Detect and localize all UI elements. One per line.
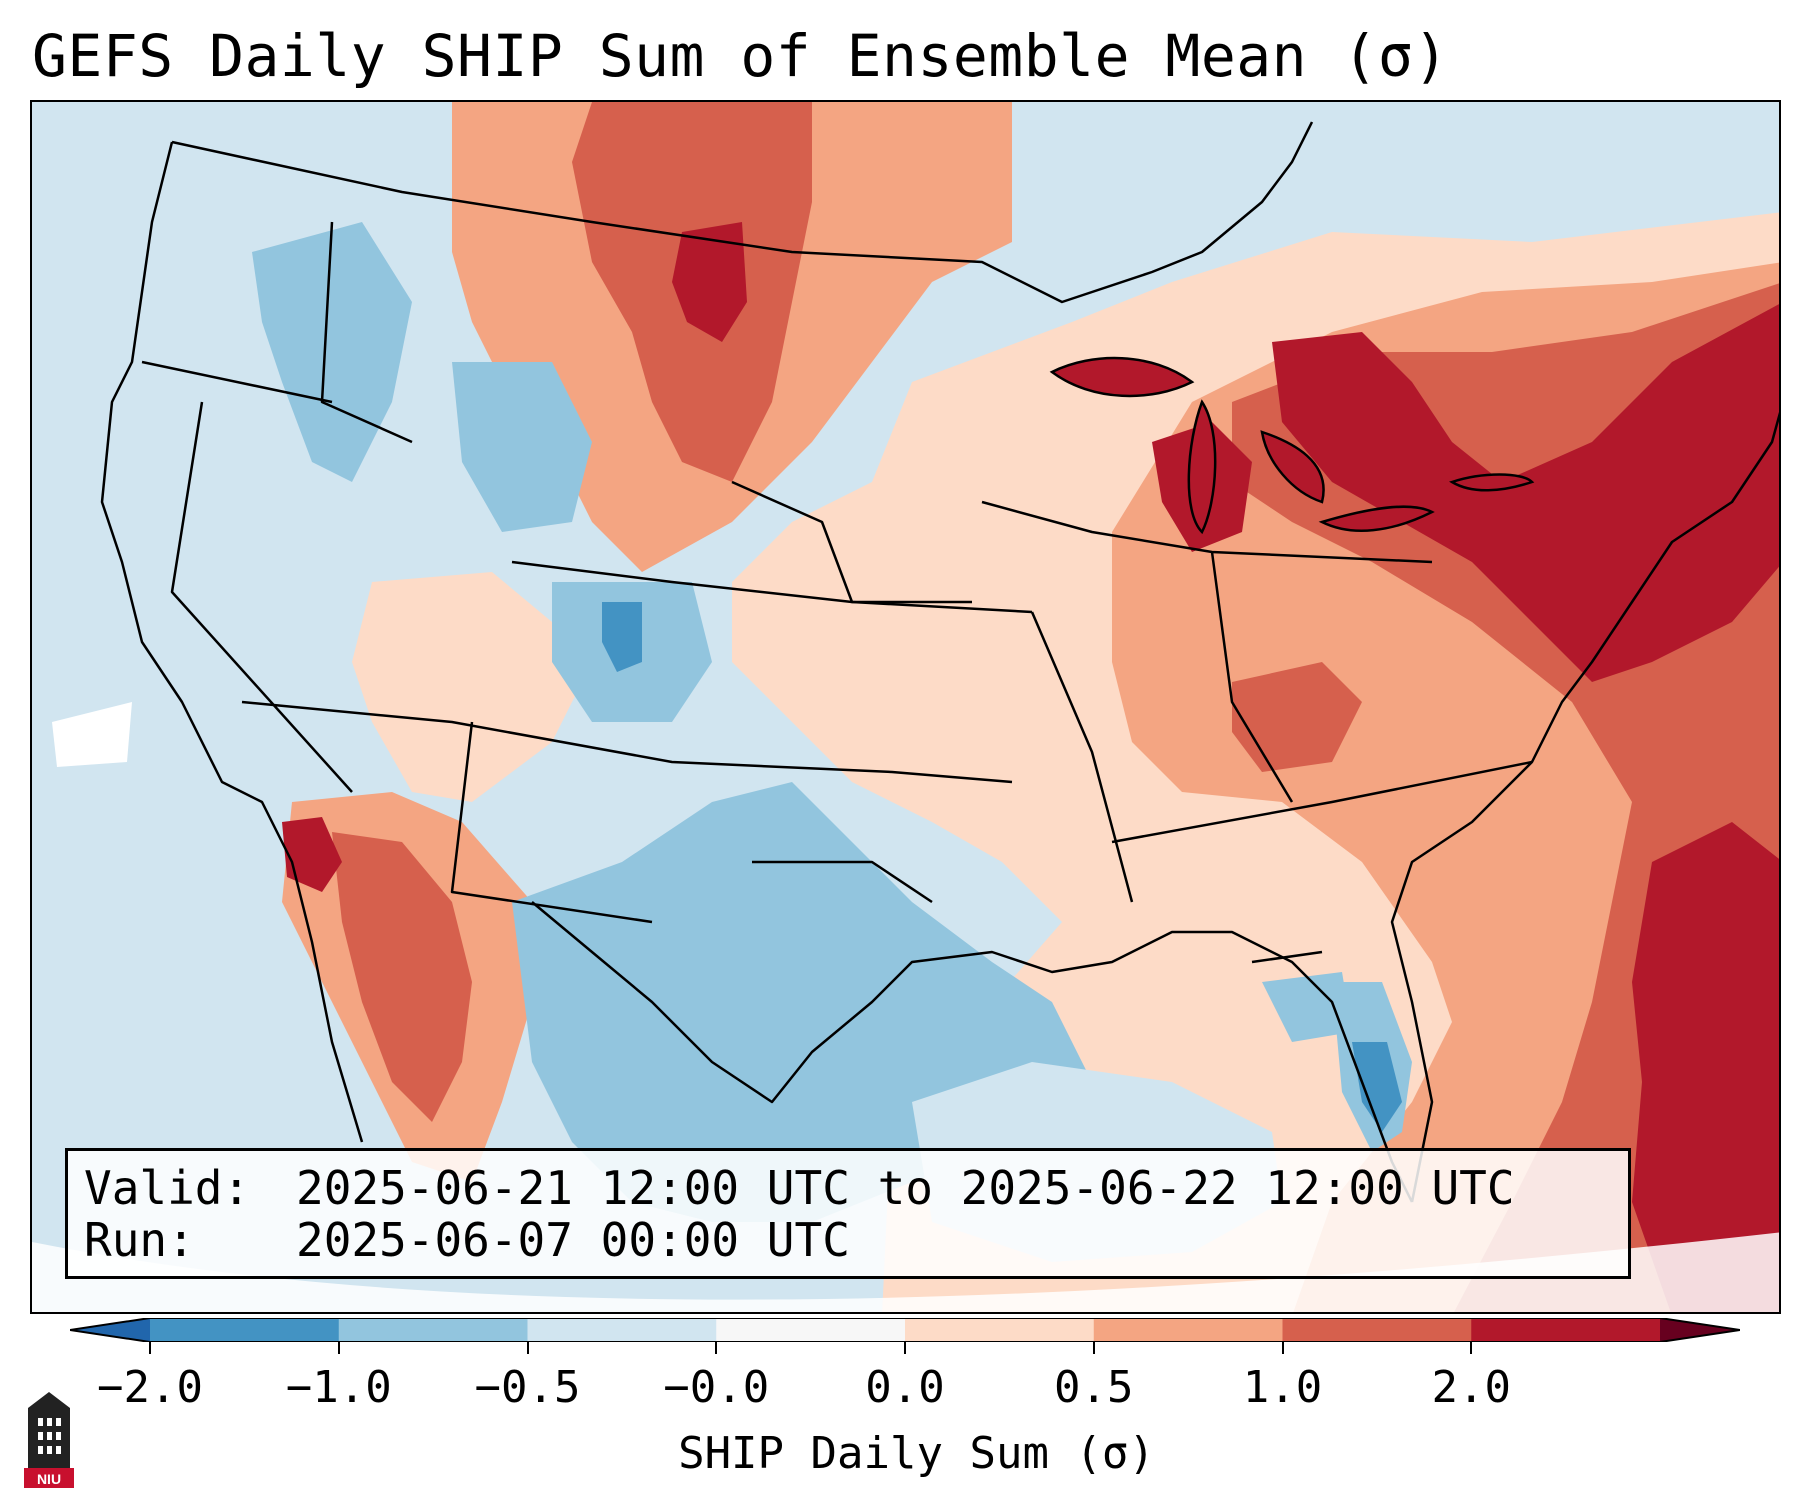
anomaly-region <box>452 362 592 532</box>
anomaly-region <box>1632 822 1779 1312</box>
colorbar-over-arrow <box>1660 1318 1740 1342</box>
logo-tower <box>28 1392 70 1468</box>
colorbar-tick-label: 0.0 <box>865 1362 945 1413</box>
valid-line: Valid: 2025-06-21 12:00 UTC to 2025-06-22… <box>84 1161 1515 1215</box>
colorbar-tick <box>1281 1342 1284 1354</box>
border-line <box>981 500 1433 564</box>
colorbar-segment <box>1282 1318 1472 1342</box>
colorbar-tick-label: 1.0 <box>1242 1362 1323 1413</box>
state-borders <box>100 121 1779 1203</box>
valid-label: Valid: <box>84 1161 251 1215</box>
border-line <box>1251 950 1323 964</box>
anomaly-region <box>252 222 412 482</box>
run-label: Run: <box>84 1213 195 1267</box>
run-line: Run: 2025-06-07 00:00 UTC <box>84 1213 850 1267</box>
anomaly-field <box>32 102 1779 1312</box>
anomaly-region <box>1232 662 1362 772</box>
great-lakes <box>1049 356 1535 535</box>
border-line <box>320 221 413 444</box>
lake-huron <box>1260 430 1325 504</box>
anomaly-region <box>332 832 472 1122</box>
lake-ontario <box>1449 473 1535 492</box>
colorbar-segment <box>905 1318 1095 1342</box>
border-line <box>752 860 933 904</box>
anomaly-region <box>672 222 747 342</box>
border-line <box>731 480 972 604</box>
colorbar-tick-label: −2.0 <box>97 1362 203 1413</box>
colorbar-segment <box>338 1318 528 1342</box>
out-of-domain <box>32 1232 1779 1312</box>
missing-data-patch <box>52 702 132 767</box>
colorbar-tick <box>149 1342 151 1354</box>
colorbar-segment <box>1093 1318 1283 1342</box>
anomaly-region <box>602 602 642 672</box>
border-line <box>1111 760 1533 844</box>
colorbar-tick-label: 2.0 <box>1431 1362 1511 1413</box>
colorbar-segment <box>716 1318 906 1342</box>
colorbar-segment <box>1471 1318 1661 1342</box>
colorbar-tick <box>904 1342 906 1354</box>
anomaly-region <box>1272 304 1779 682</box>
colorbar-title: SHIP Daily Sum (σ) <box>678 1428 1155 1479</box>
colorbar-tick <box>1092 1342 1095 1354</box>
coastline <box>1390 411 1779 1203</box>
border-line <box>1030 611 1134 903</box>
logo-banner <box>24 1468 74 1488</box>
anomaly-region <box>1352 1042 1402 1132</box>
run-value: 2025-06-07 00:00 UTC <box>296 1213 850 1267</box>
map-title: GEFS Daily SHIP Sum of Ensemble Mean (σ) <box>32 22 1449 90</box>
border-line <box>1210 551 1294 803</box>
colorbar <box>70 1318 1740 1342</box>
logo-text: NIU <box>37 1471 61 1487</box>
border-line <box>511 560 1033 614</box>
lake-michigan <box>1187 399 1217 535</box>
border-line <box>171 121 1314 304</box>
colorbar-tick-label: −0.0 <box>663 1362 770 1413</box>
border-line <box>170 401 353 793</box>
colorbar-tick <box>337 1342 340 1354</box>
colorbar-segment <box>527 1318 717 1342</box>
valid-time-box: Valid: 2025-06-21 12:00 UTC to 2025-06-22… <box>65 1148 1631 1279</box>
colorbar-tick <box>1470 1342 1473 1354</box>
lake-superior <box>1049 356 1195 398</box>
colorbar-tick <box>715 1342 718 1354</box>
border-line <box>241 700 1013 784</box>
coastline <box>100 141 364 1143</box>
colorbar-tick <box>526 1342 529 1354</box>
colorbar-under-arrow <box>70 1318 150 1342</box>
lake-erie <box>1318 505 1435 532</box>
anomaly-region <box>282 817 342 892</box>
border-line <box>450 721 653 924</box>
anomaly-region <box>1262 972 1352 1042</box>
border-line <box>141 360 333 404</box>
logo-windows <box>38 1418 61 1454</box>
colorbar-segments <box>150 1318 1661 1342</box>
colorbar-segment <box>150 1318 340 1342</box>
colorbar-tick-label: −0.5 <box>474 1362 581 1413</box>
map-panel <box>30 100 1781 1314</box>
colorbar-tick-label: −1.0 <box>285 1362 392 1413</box>
colorbar-tick-label: 0.5 <box>1054 1362 1134 1413</box>
niu-tower-logo-icon: NIU <box>24 1392 74 1488</box>
anomaly-region <box>352 572 592 802</box>
coastline <box>531 901 1414 1203</box>
valid-value: 2025-06-21 12:00 UTC to 2025-06-22 12:00… <box>296 1161 1515 1215</box>
